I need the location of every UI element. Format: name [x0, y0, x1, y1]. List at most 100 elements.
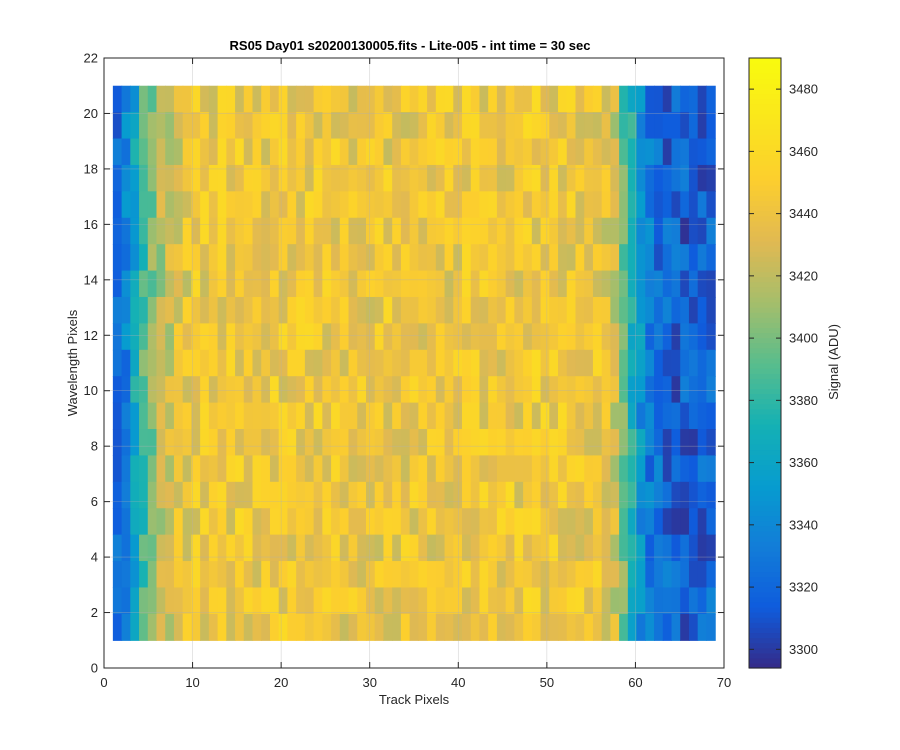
- heatmap-cell: [523, 323, 533, 351]
- heatmap-cell: [575, 613, 585, 641]
- heatmap-cell: [339, 323, 350, 351]
- heatmap-cell: [287, 481, 297, 509]
- heatmap-cell: [348, 534, 358, 562]
- heatmap-cell: [208, 455, 219, 483]
- heatmap-cell: [610, 217, 620, 245]
- heatmap-cell: [688, 112, 699, 140]
- heatmap-cell: [462, 534, 472, 562]
- heatmap-cell: [645, 164, 655, 192]
- heatmap-cell: [444, 534, 454, 562]
- heatmap-cell: [147, 85, 158, 113]
- heatmap-cell: [680, 429, 690, 457]
- heatmap-cell: [313, 429, 323, 457]
- heatmap-cell: [365, 508, 376, 536]
- heatmap-cell: [156, 244, 166, 272]
- heatmap-cell: [296, 534, 306, 562]
- heatmap-cell: [697, 534, 708, 562]
- heatmap-cell: [121, 270, 131, 298]
- heatmap-cell: [488, 376, 498, 404]
- heatmap-cell: [558, 561, 568, 589]
- heatmap-cell: [287, 244, 297, 272]
- heatmap-cell: [549, 138, 559, 166]
- heatmap-cell: [112, 561, 123, 589]
- heatmap-cell: [584, 323, 594, 351]
- heatmap-cell: [671, 481, 681, 509]
- heatmap-cell: [374, 561, 385, 589]
- colorbar-segment: [749, 174, 781, 181]
- heatmap-cell: [654, 429, 664, 457]
- heatmap-cell: [531, 217, 542, 245]
- colorbar-box: [748, 57, 782, 669]
- heatmap-cell: [470, 296, 481, 324]
- heatmap-cell: [287, 323, 297, 351]
- heatmap-cell: [348, 270, 358, 298]
- heatmap-cell: [645, 481, 655, 509]
- heatmap-cell: [444, 349, 454, 377]
- heatmap-cell: [331, 85, 341, 113]
- heatmap-cell: [182, 138, 193, 166]
- heatmap-cell: [418, 587, 428, 615]
- heatmap-cell: [488, 455, 498, 483]
- heatmap-cell: [287, 85, 297, 113]
- heatmap-cell: [156, 508, 166, 536]
- heatmap-cell: [156, 455, 166, 483]
- heatmap-cell: [662, 270, 673, 298]
- heatmap-cell: [479, 217, 489, 245]
- heatmap-cell: [252, 402, 262, 430]
- y-tick-label: 18: [84, 161, 98, 176]
- heatmap-cell: [514, 191, 524, 219]
- colorbar-segment: [749, 241, 781, 247]
- heatmap-cell: [680, 349, 690, 377]
- heatmap-cell: [409, 376, 419, 404]
- heatmap-cell: [261, 481, 271, 509]
- heatmap-cell: [139, 244, 149, 272]
- heatmap-cell: [697, 349, 708, 377]
- heatmap-cell: [505, 376, 515, 404]
- heatmap-cell: [601, 508, 611, 536]
- heatmap-cell: [706, 561, 716, 589]
- heatmap-cell: [671, 138, 681, 166]
- heatmap-cell: [147, 349, 158, 377]
- heatmap-cell: [383, 349, 393, 377]
- heatmap-cell: [566, 270, 577, 298]
- heatmap-cell: [662, 191, 673, 219]
- colorbar-segment: [749, 286, 781, 293]
- heatmap-cell: [208, 138, 219, 166]
- heatmap-cell: [505, 429, 515, 457]
- heatmap-cell: [130, 296, 140, 324]
- heatmap-cell: [540, 244, 550, 272]
- heatmap-cell: [217, 508, 227, 536]
- heatmap-cell: [269, 376, 280, 404]
- colorbar-segment: [749, 469, 781, 476]
- heatmap-cell: [339, 138, 350, 166]
- heatmap-cell: [287, 270, 297, 298]
- heatmap-cell: [121, 481, 131, 509]
- heatmap-cell: [592, 376, 603, 404]
- heatmap-cell: [374, 534, 385, 562]
- heatmap-cell: [645, 587, 655, 615]
- heatmap-cell: [269, 587, 280, 615]
- heatmap-cell: [688, 349, 699, 377]
- heatmap-cell: [479, 244, 489, 272]
- heatmap-cell: [636, 613, 646, 641]
- heatmap-cell: [549, 429, 559, 457]
- heatmap-cell: [662, 561, 673, 589]
- heatmap-cell: [697, 191, 708, 219]
- heatmap-cell: [200, 217, 210, 245]
- heatmap-cell: [496, 85, 507, 113]
- heatmap-cell: [261, 164, 271, 192]
- heatmap-cell: [226, 191, 236, 219]
- heatmap-cell: [584, 613, 594, 641]
- heatmap-cell: [191, 191, 201, 219]
- heatmap-cell: [627, 508, 638, 536]
- colorbar-segment: [749, 454, 781, 461]
- heatmap-cell: [121, 296, 131, 324]
- heatmap-cell: [269, 191, 280, 219]
- heatmap-cell: [479, 455, 489, 483]
- heatmap-cell: [252, 164, 262, 192]
- heatmap-cell: [269, 296, 280, 324]
- heatmap-cell: [304, 296, 315, 324]
- heatmap-cell: [706, 587, 716, 615]
